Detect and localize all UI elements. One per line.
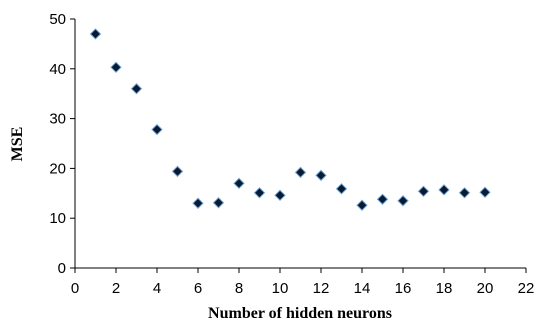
y-tick-label: 50 [49, 11, 66, 28]
x-tick-label: 0 [71, 280, 79, 297]
x-tick-label: 12 [313, 280, 330, 297]
x-axis-title: Number of hidden neurons [208, 305, 392, 322]
data-point [110, 61, 122, 74]
y-axis-title: MSE [9, 127, 26, 162]
x-tick-label: 2 [112, 280, 120, 297]
y-tick-label: 10 [49, 210, 66, 227]
data-point [151, 123, 163, 136]
y-tick-label: 20 [49, 160, 66, 177]
data-point [89, 28, 102, 40]
data-point [438, 184, 450, 196]
data-point [294, 166, 307, 179]
data-point [274, 189, 286, 201]
y-tick-label: 40 [49, 61, 66, 78]
data-point [253, 187, 266, 199]
data-point [233, 177, 245, 190]
data-point [192, 197, 204, 209]
y-ticks: 0 10 20 30 40 50 [49, 11, 75, 277]
x-ticks: 0 2 4 6 8 10 12 14 16 18 20 22 [71, 268, 535, 297]
data-point [315, 169, 327, 182]
data-points [89, 28, 491, 211]
data-point [397, 195, 409, 207]
x-tick-label: 10 [272, 280, 289, 297]
data-point [479, 186, 491, 199]
y-tick-label: 0 [58, 260, 66, 277]
x-tick-label: 18 [436, 280, 453, 297]
x-tick-label: 6 [194, 280, 202, 297]
data-point [171, 165, 184, 178]
data-point [458, 187, 471, 199]
y-tick-label: 30 [49, 111, 66, 128]
x-tick-label: 16 [395, 280, 412, 297]
data-point [376, 193, 389, 205]
data-point [335, 183, 348, 195]
axes [74, 19, 526, 269]
x-tick-label: 4 [153, 280, 161, 297]
x-tick-label: 8 [235, 280, 243, 297]
data-point [356, 199, 368, 211]
x-tick-label: 14 [354, 280, 371, 297]
x-tick-label: 22 [518, 280, 535, 297]
data-point [130, 83, 143, 95]
x-tick-label: 20 [477, 280, 494, 297]
data-point [417, 185, 430, 198]
data-point [212, 197, 225, 209]
